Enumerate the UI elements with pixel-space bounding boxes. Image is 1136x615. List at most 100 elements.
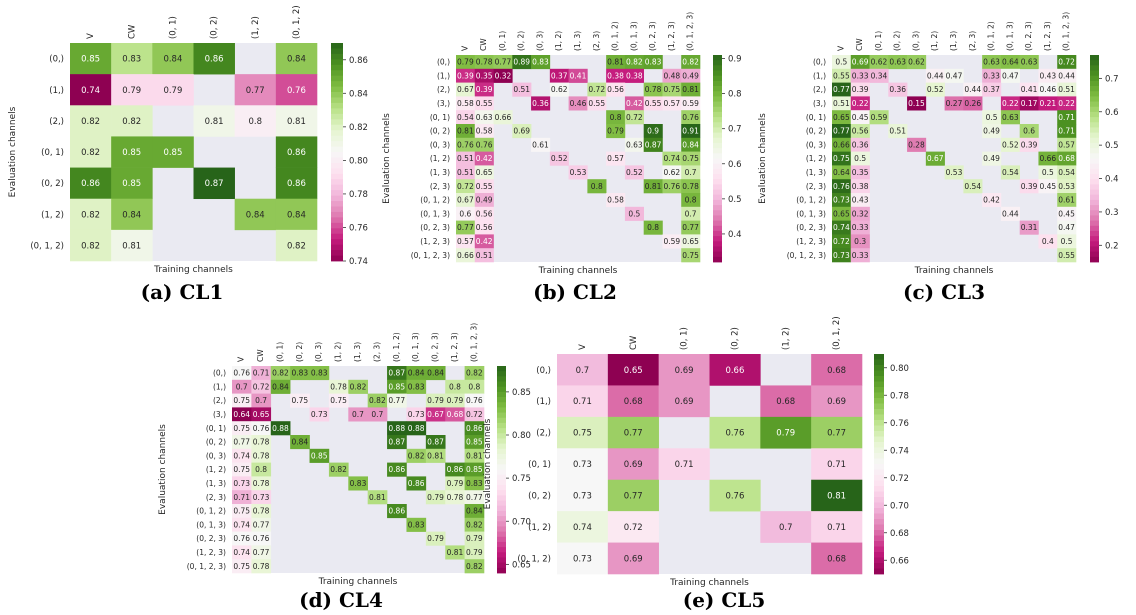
cell-value-label: 0.72 — [457, 182, 474, 191]
cell-value-label: 0.59 — [682, 99, 699, 108]
colorbar-segment — [713, 60, 722, 66]
panel-cl1: (a) CL1 0.85 0.83 0.84 0.86 0.84 0.74 0.79 0.79… — [8, 5, 368, 304]
cell-value-label: 0.39 — [476, 85, 493, 94]
column-tick-label: (0, 1, 2, 3) — [1062, 12, 1071, 51]
cell-value-label: 0.44 — [964, 85, 981, 94]
cell-value-label: 0.51 — [833, 99, 850, 108]
column-tick-label: (1, 3) — [949, 31, 958, 51]
cell-value-label: 0.81 — [427, 451, 444, 460]
colorbar-segment — [331, 130, 343, 137]
colorbar-segment — [331, 113, 343, 120]
cell-value-label: 0.22 — [1002, 99, 1019, 108]
colorbar-tick-label: 0.68 — [890, 529, 909, 539]
heatmap-cell — [309, 448, 330, 463]
colorbar-segment — [497, 505, 506, 512]
heatmap-cell — [681, 96, 701, 111]
colorbar-segment — [713, 122, 722, 128]
heatmap-cell — [464, 531, 485, 546]
cell-value-label: 0.76 — [466, 396, 483, 405]
row-tick-label: (0, 1, 2) — [196, 507, 226, 516]
y-axis-label: Evaluation channels — [8, 106, 18, 197]
cell-value-label: 0.82 — [81, 210, 100, 220]
heatmap-cell — [232, 366, 252, 381]
cell-value-label: 0.75 — [233, 507, 250, 516]
cell-value-label: 0.76 — [233, 534, 250, 543]
colorbar-segment — [1090, 80, 1099, 87]
row-tick-label: (1, 2) — [806, 154, 826, 163]
cell-value-label: 0.8 — [449, 382, 461, 391]
heatmap-cell — [425, 435, 446, 450]
colorbar-tick-label: 0.4 — [728, 230, 742, 240]
cell-value-label: 0.86 — [388, 507, 405, 516]
heatmap-cell — [607, 385, 659, 418]
colorbar-segment — [331, 59, 343, 66]
cell-value-label: 0.69 — [675, 366, 694, 376]
cell-value-label: 0.75 — [663, 85, 680, 94]
row-tick-label: (1, 2) — [528, 523, 551, 533]
cell-value-label: 0.55 — [476, 182, 493, 191]
heatmap-cell — [1038, 179, 1058, 194]
column-tick-label: (0, 3) — [314, 342, 323, 362]
cell-value-label: 0.68 — [447, 410, 464, 419]
cell-value-label: 0.79 — [427, 396, 444, 405]
cell-value-label: 0.21 — [1039, 99, 1056, 108]
colorbar-segment — [331, 255, 343, 262]
heatmap-cell — [925, 82, 945, 97]
column-tick-label: (0, 1, 3) — [629, 21, 638, 51]
heatmap-cell — [1057, 55, 1077, 70]
heatmap-cell — [1038, 151, 1058, 166]
heatmap-cell — [643, 179, 663, 194]
heatmap-cell — [193, 43, 235, 75]
heatmap-cell — [387, 379, 407, 394]
heatmap-cell — [232, 407, 252, 422]
cell-value-label: 0.41 — [1021, 85, 1038, 94]
heatmap-cell — [811, 416, 863, 449]
heatmap-cell — [850, 248, 870, 263]
cell-value-label: 0.75 — [682, 251, 699, 260]
cell-value-label: 0.74 — [663, 154, 680, 163]
cell-value-label: 0.77 — [466, 493, 483, 502]
heatmap-cell — [549, 82, 569, 97]
cell-value-label: 0.37 — [551, 71, 568, 80]
row-tick-label: (0, 1, 2, 3) — [787, 251, 826, 260]
cell-value-label: 0.71 — [675, 460, 694, 470]
cell-value-label: 0.39 — [1021, 140, 1038, 149]
cell-value-label: 0.81 — [287, 117, 306, 127]
colorbar-segment — [331, 250, 343, 256]
colorbar-tick-label: 0.78 — [890, 391, 909, 401]
colorbar-segment — [1090, 148, 1099, 154]
heatmap-cell — [406, 421, 427, 436]
colorbar-segment — [1090, 210, 1099, 216]
cell-value-label: 0.73 — [833, 251, 850, 260]
heatmap-cell — [425, 393, 446, 408]
heatmap-cell — [111, 43, 153, 75]
cell-value-label: 0.5 — [835, 58, 847, 67]
column-tick-label: (0, 1) — [874, 31, 883, 51]
heatmap-cell — [406, 448, 427, 463]
cell-value-label: 0.51 — [513, 85, 530, 94]
cell-value-label: 0.86 — [287, 148, 306, 158]
cell-value-label: 0.36 — [532, 99, 549, 108]
heatmap-cell — [193, 167, 235, 200]
heatmap-cell — [70, 43, 112, 75]
colorbar-segment — [1090, 127, 1099, 134]
heatmap-cell — [464, 379, 485, 394]
colorbar-segment — [331, 124, 343, 131]
cell-value-label: 0.75 — [233, 424, 250, 433]
heatmap-cell — [474, 82, 494, 97]
cell-value-label: 0.75 — [682, 154, 699, 163]
colorbar-segment — [331, 102, 343, 109]
cell-value-label: 0.45 — [1039, 182, 1056, 191]
heatmap-cell — [232, 379, 252, 394]
heatmap-cell — [70, 229, 112, 262]
cell-value-label: 0.32 — [495, 71, 512, 80]
heatmap-cell — [662, 82, 682, 97]
heatmap-cell — [152, 43, 194, 75]
colorbar-segment — [874, 497, 884, 503]
cell-value-label: 0.53 — [946, 168, 963, 177]
heatmap-cell — [1000, 68, 1020, 83]
column-tick-label: CW — [629, 335, 639, 350]
colorbar-segment — [497, 371, 506, 377]
heatmap-cell — [464, 407, 485, 422]
heatmap-cell — [1038, 82, 1058, 97]
